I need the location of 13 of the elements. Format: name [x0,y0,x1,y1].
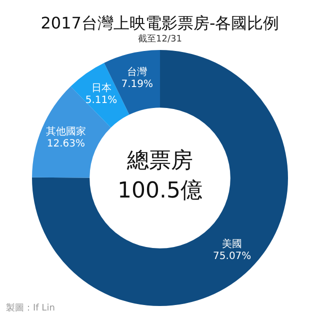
slice-label: 其他國家 [46,126,86,138]
slice-label: 台灣 [127,66,148,78]
text: 總票房 [126,148,193,174]
data-label: 12.63% [46,138,85,150]
slice-label: 日本 [91,82,112,94]
chart-title: 2017台灣上映電影票房-各國比例 [40,14,280,32]
text: 製圖：If Lin [6,302,55,314]
text: 100.5億 [118,178,202,204]
chart-subtitle: 截至12/31 [138,34,182,44]
data-label: 7.19% [121,78,153,90]
slice-label: 美國 [222,238,242,250]
data-label: 5.11% [85,94,118,106]
data-label: 75.07% [213,250,252,262]
